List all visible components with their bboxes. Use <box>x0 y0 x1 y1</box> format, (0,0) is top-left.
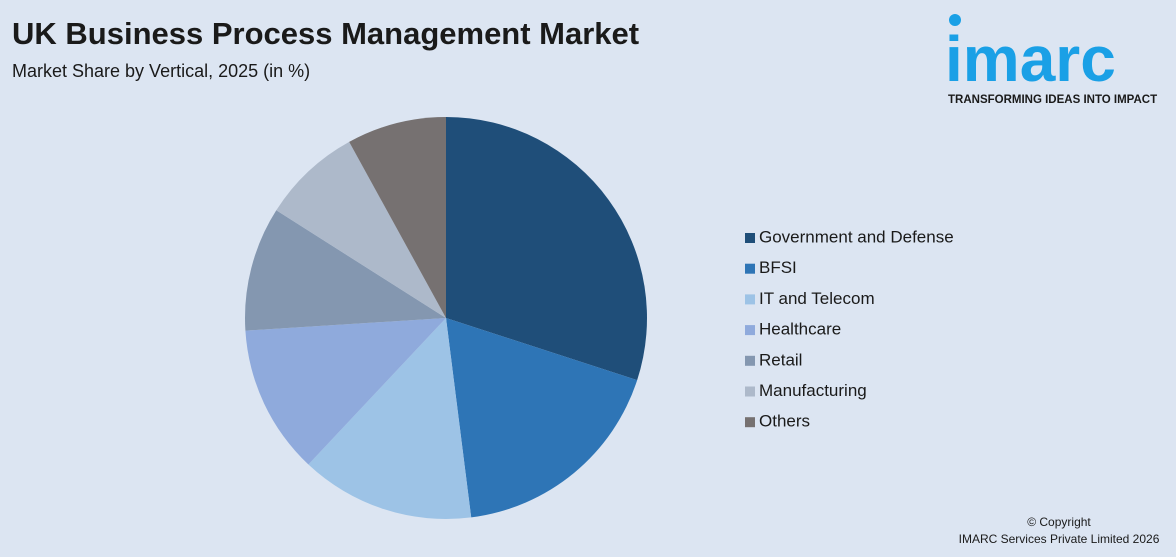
legend-label: Others <box>759 412 810 431</box>
legend-swatch <box>745 233 755 243</box>
logo-tagline: TRANSFORMING IDEAS INTO IMPACT <box>948 94 1157 106</box>
legend-swatch <box>745 294 755 305</box>
chart-title: UK Business Process Management Market <box>12 16 639 51</box>
legend-label: BFSI <box>759 258 797 277</box>
copyright: © Copyright <box>1027 515 1091 529</box>
company: IMARC Services Private Limited 2026 <box>959 532 1160 546</box>
legend-swatch <box>745 386 755 397</box>
pie-slice <box>308 318 472 519</box>
legend-swatch <box>745 263 755 274</box>
pie-slice <box>245 210 446 331</box>
legend-swatch <box>745 325 755 336</box>
legend-label: IT and Telecom <box>759 289 875 308</box>
legend-label: Manufacturing <box>759 381 867 400</box>
chart-subtitle: Market Share by Vertical, 2025 (in %) <box>12 61 310 81</box>
pie-slice <box>276 141 446 318</box>
legend-label: Government and Defense <box>759 227 954 246</box>
legend-swatch <box>745 355 755 366</box>
pie-slice <box>349 117 446 318</box>
logo-dot <box>949 14 961 26</box>
pie-slice <box>245 318 446 465</box>
logo: imarc <box>945 23 1116 95</box>
legend-swatch <box>745 417 755 428</box>
pie-slice <box>446 318 638 518</box>
legend-label: Healthcare <box>759 320 841 339</box>
pie-slice <box>446 117 647 381</box>
legend-label: Retail <box>759 350 802 369</box>
